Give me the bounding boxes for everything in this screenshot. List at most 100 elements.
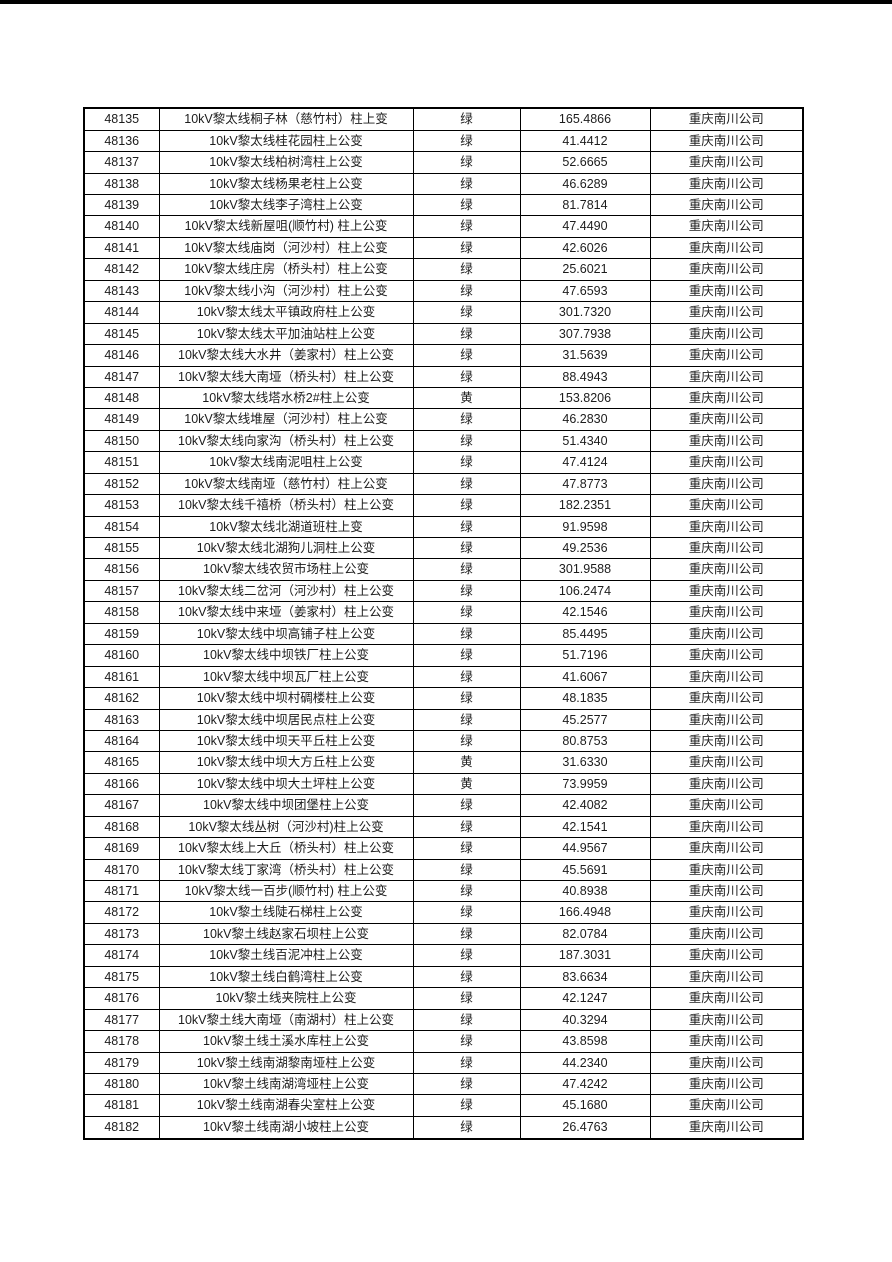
cell-status-color: 绿	[412, 665, 521, 689]
cell-serial-number: 48140	[83, 215, 160, 238]
cell-company: 重庆南川公司	[649, 1051, 804, 1074]
table-row: 48135 10kV黎太线桐子林（慈竹村）柱上变绿 165.4866 重庆南川公司	[83, 107, 804, 131]
cell-device-name: 10kV黎太线中坝村碉楼柱上公变	[158, 687, 414, 710]
cell-company: 重庆南川公司	[649, 751, 804, 774]
cell-status-color: 绿	[412, 429, 521, 453]
cell-value: 80.8753	[519, 729, 651, 753]
cell-value: 42.1247	[519, 987, 651, 1010]
cell-company: 重庆南川公司	[649, 815, 804, 839]
cell-status-color: 黄	[412, 386, 521, 410]
cell-device-name: 10kV黎土线南湖小坡柱上公变	[158, 1115, 414, 1140]
cell-value: 81.7814	[519, 194, 651, 217]
cell-status-color: 绿	[412, 579, 521, 603]
table-row: 48144 10kV黎太线太平镇政府柱上公变绿 301.7320 重庆南川公司	[83, 301, 804, 324]
cell-device-name: 10kV黎土线白鹤湾柱上公变	[158, 965, 414, 989]
cell-serial-number: 48152	[83, 472, 160, 496]
cell-value: 165.4866	[519, 107, 651, 131]
cell-status-color: 绿	[412, 1030, 521, 1053]
cell-company: 重庆南川公司	[649, 944, 804, 967]
cell-company: 重庆南川公司	[649, 1030, 804, 1053]
cell-serial-number: 48162	[83, 687, 160, 710]
cell-device-name: 10kV黎太线中坝居民点柱上公变	[158, 708, 414, 731]
cell-company: 重庆南川公司	[649, 579, 804, 603]
cell-serial-number: 48156	[83, 558, 160, 581]
table-row: 48175 10kV黎土线白鹤湾柱上公变绿 83.6634 重庆南川公司	[83, 965, 804, 989]
cell-value: 307.7938	[519, 322, 651, 346]
cell-serial-number: 48142	[83, 258, 160, 281]
table-row: 48166 10kV黎太线中坝大土坪柱上公变黄 73.9959 重庆南川公司	[83, 772, 804, 796]
cell-serial-number: 48163	[83, 708, 160, 731]
cell-serial-number: 48174	[83, 944, 160, 967]
cell-status-color: 绿	[412, 258, 521, 281]
cell-serial-number: 48170	[83, 858, 160, 882]
cell-serial-number: 48139	[83, 194, 160, 217]
cell-value: 47.4490	[519, 215, 651, 238]
cell-serial-number: 48180	[83, 1072, 160, 1096]
cell-device-name: 10kV黎太线中坝大方丘柱上公变	[158, 751, 414, 774]
table-container: 48135 10kV黎太线桐子林（慈竹村）柱上变绿 165.4866 重庆南川公司 48…	[83, 107, 804, 1140]
cell-serial-number: 48175	[83, 965, 160, 989]
cell-value: 41.4412	[519, 129, 651, 153]
cell-value: 49.2536	[519, 537, 651, 560]
cell-company: 重庆南川公司	[649, 794, 804, 817]
table-row: 48155 10kV黎太线北湖狗儿洞柱上公变绿 49.2536 重庆南川公司	[83, 537, 804, 560]
cell-device-name: 10kV黎太线向家沟（桥头村）柱上公变	[158, 429, 414, 453]
cell-status-color: 绿	[412, 922, 521, 946]
cell-status-color: 绿	[412, 172, 521, 196]
cell-serial-number: 48168	[83, 815, 160, 839]
cell-value: 51.4340	[519, 429, 651, 453]
cell-value: 82.0784	[519, 922, 651, 946]
cell-device-name: 10kV黎太线千禧桥（桥头村）柱上公变	[158, 494, 414, 517]
cell-value: 31.5639	[519, 344, 651, 367]
cell-device-name: 10kV黎太线李子湾柱上公变	[158, 194, 414, 217]
cell-company: 重庆南川公司	[649, 279, 804, 303]
cell-device-name: 10kV黎太线桂花园柱上公变	[158, 129, 414, 153]
cell-company: 重庆南川公司	[649, 1008, 804, 1032]
cell-company: 重庆南川公司	[649, 344, 804, 367]
cell-device-name: 10kV黎太线堆屋（河沙村）柱上公变	[158, 408, 414, 431]
cell-serial-number: 48154	[83, 515, 160, 539]
cell-status-color: 绿	[412, 194, 521, 217]
cell-device-name: 10kV黎土线土溪水库柱上公变	[158, 1030, 414, 1053]
cell-device-name: 10kV黎太线一百步(顺竹村) 柱上公变	[158, 880, 414, 903]
cell-serial-number: 48141	[83, 236, 160, 260]
cell-serial-number: 48159	[83, 622, 160, 646]
cell-device-name: 10kV黎土线南湖湾垭柱上公变	[158, 1072, 414, 1096]
cell-status-color: 绿	[412, 107, 521, 131]
cell-status-color: 绿	[412, 301, 521, 324]
cell-serial-number: 48157	[83, 579, 160, 603]
table-row: 48138 10kV黎太线杨果老柱上公变绿 46.6289 重庆南川公司	[83, 172, 804, 196]
cell-device-name: 10kV黎太线丛树（河沙村)柱上公变	[158, 815, 414, 839]
cell-company: 重庆南川公司	[649, 1115, 804, 1140]
cell-value: 47.4242	[519, 1072, 651, 1096]
cell-value: 301.9588	[519, 558, 651, 581]
cell-status-color: 绿	[412, 965, 521, 989]
cell-status-color: 绿	[412, 837, 521, 860]
table-row: 48172 10kV黎土线陡石梯柱上公变绿 166.4948 重庆南川公司	[83, 901, 804, 924]
cell-device-name: 10kV黎太线丁家湾（桥头村）柱上公变	[158, 858, 414, 882]
cell-status-color: 绿	[412, 901, 521, 924]
table-row: 48154 10kV黎太线北湖道班柱上变绿 91.9598 重庆南川公司	[83, 515, 804, 539]
table-row: 48143 10kV黎太线小沟（河沙村）柱上公变绿 47.6593 重庆南川公司	[83, 279, 804, 303]
table-row: 48148 10kV黎太线塔水桥2#柱上公变黄 153.8206 重庆南川公司	[83, 386, 804, 410]
cell-company: 重庆南川公司	[649, 515, 804, 539]
table-row: 48152 10kV黎太线南垭（慈竹村）柱上公变绿 47.8773 重庆南川公司	[83, 472, 804, 496]
cell-device-name: 10kV黎土线陡石梯柱上公变	[158, 901, 414, 924]
cell-device-name: 10kV黎太线上大丘（桥头村）柱上公变	[158, 837, 414, 860]
cell-value: 42.1541	[519, 815, 651, 839]
cell-company: 重庆南川公司	[649, 151, 804, 174]
cell-value: 301.7320	[519, 301, 651, 324]
table-row: 48141 10kV黎太线庙岗（河沙村）柱上公变绿 42.6026 重庆南川公司	[83, 236, 804, 260]
cell-serial-number: 48167	[83, 794, 160, 817]
cell-company: 重庆南川公司	[649, 901, 804, 924]
cell-value: 47.4124	[519, 451, 651, 474]
cell-value: 48.1835	[519, 687, 651, 710]
cell-value: 41.6067	[519, 665, 651, 689]
cell-company: 重庆南川公司	[649, 107, 804, 131]
table-row: 48170 10kV黎太线丁家湾（桥头村）柱上公变绿 45.5691 重庆南川公司	[83, 858, 804, 882]
cell-device-name: 10kV黎太线中坝大土坪柱上公变	[158, 772, 414, 796]
cell-status-color: 绿	[412, 451, 521, 474]
cell-serial-number: 48166	[83, 772, 160, 796]
table-row: 48178 10kV黎土线土溪水库柱上公变绿 43.8598 重庆南川公司	[83, 1030, 804, 1053]
